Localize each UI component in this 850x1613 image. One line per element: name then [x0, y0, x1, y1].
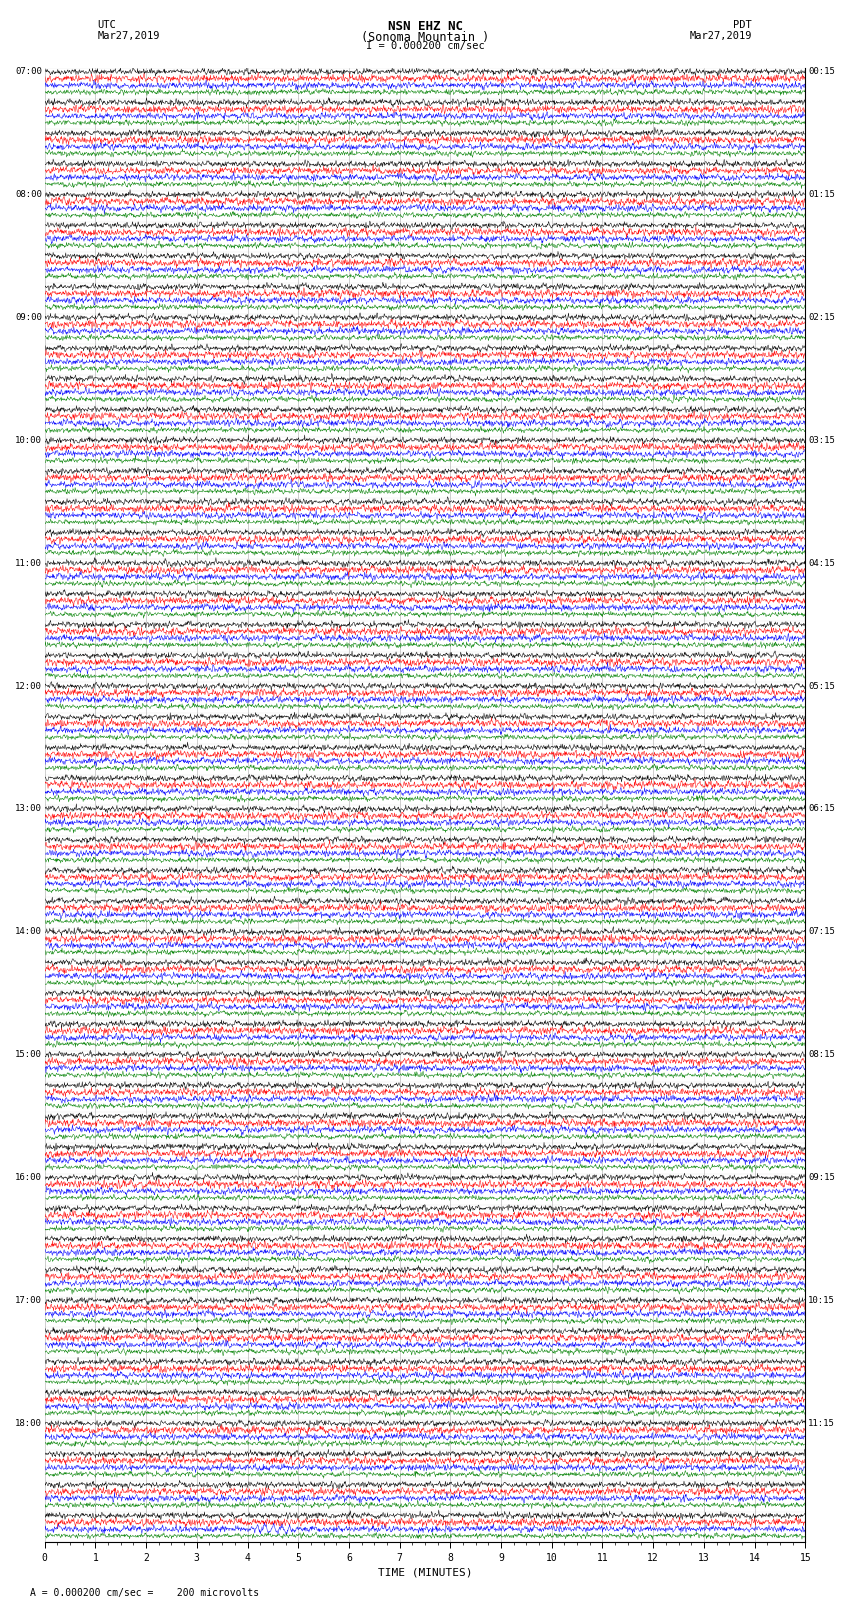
Text: I = 0.000200 cm/sec: I = 0.000200 cm/sec [366, 40, 484, 52]
Text: NSN EHZ NC: NSN EHZ NC [388, 19, 462, 34]
Text: Mar27,2019: Mar27,2019 [689, 31, 752, 40]
Text: (Sonoma Mountain ): (Sonoma Mountain ) [361, 31, 489, 44]
X-axis label: TIME (MINUTES): TIME (MINUTES) [377, 1568, 473, 1578]
Text: PDT: PDT [734, 19, 752, 31]
Text: A = 0.000200 cm/sec =    200 microvolts: A = 0.000200 cm/sec = 200 microvolts [30, 1589, 259, 1598]
Text: Mar27,2019: Mar27,2019 [98, 31, 161, 40]
Text: UTC: UTC [98, 19, 116, 31]
